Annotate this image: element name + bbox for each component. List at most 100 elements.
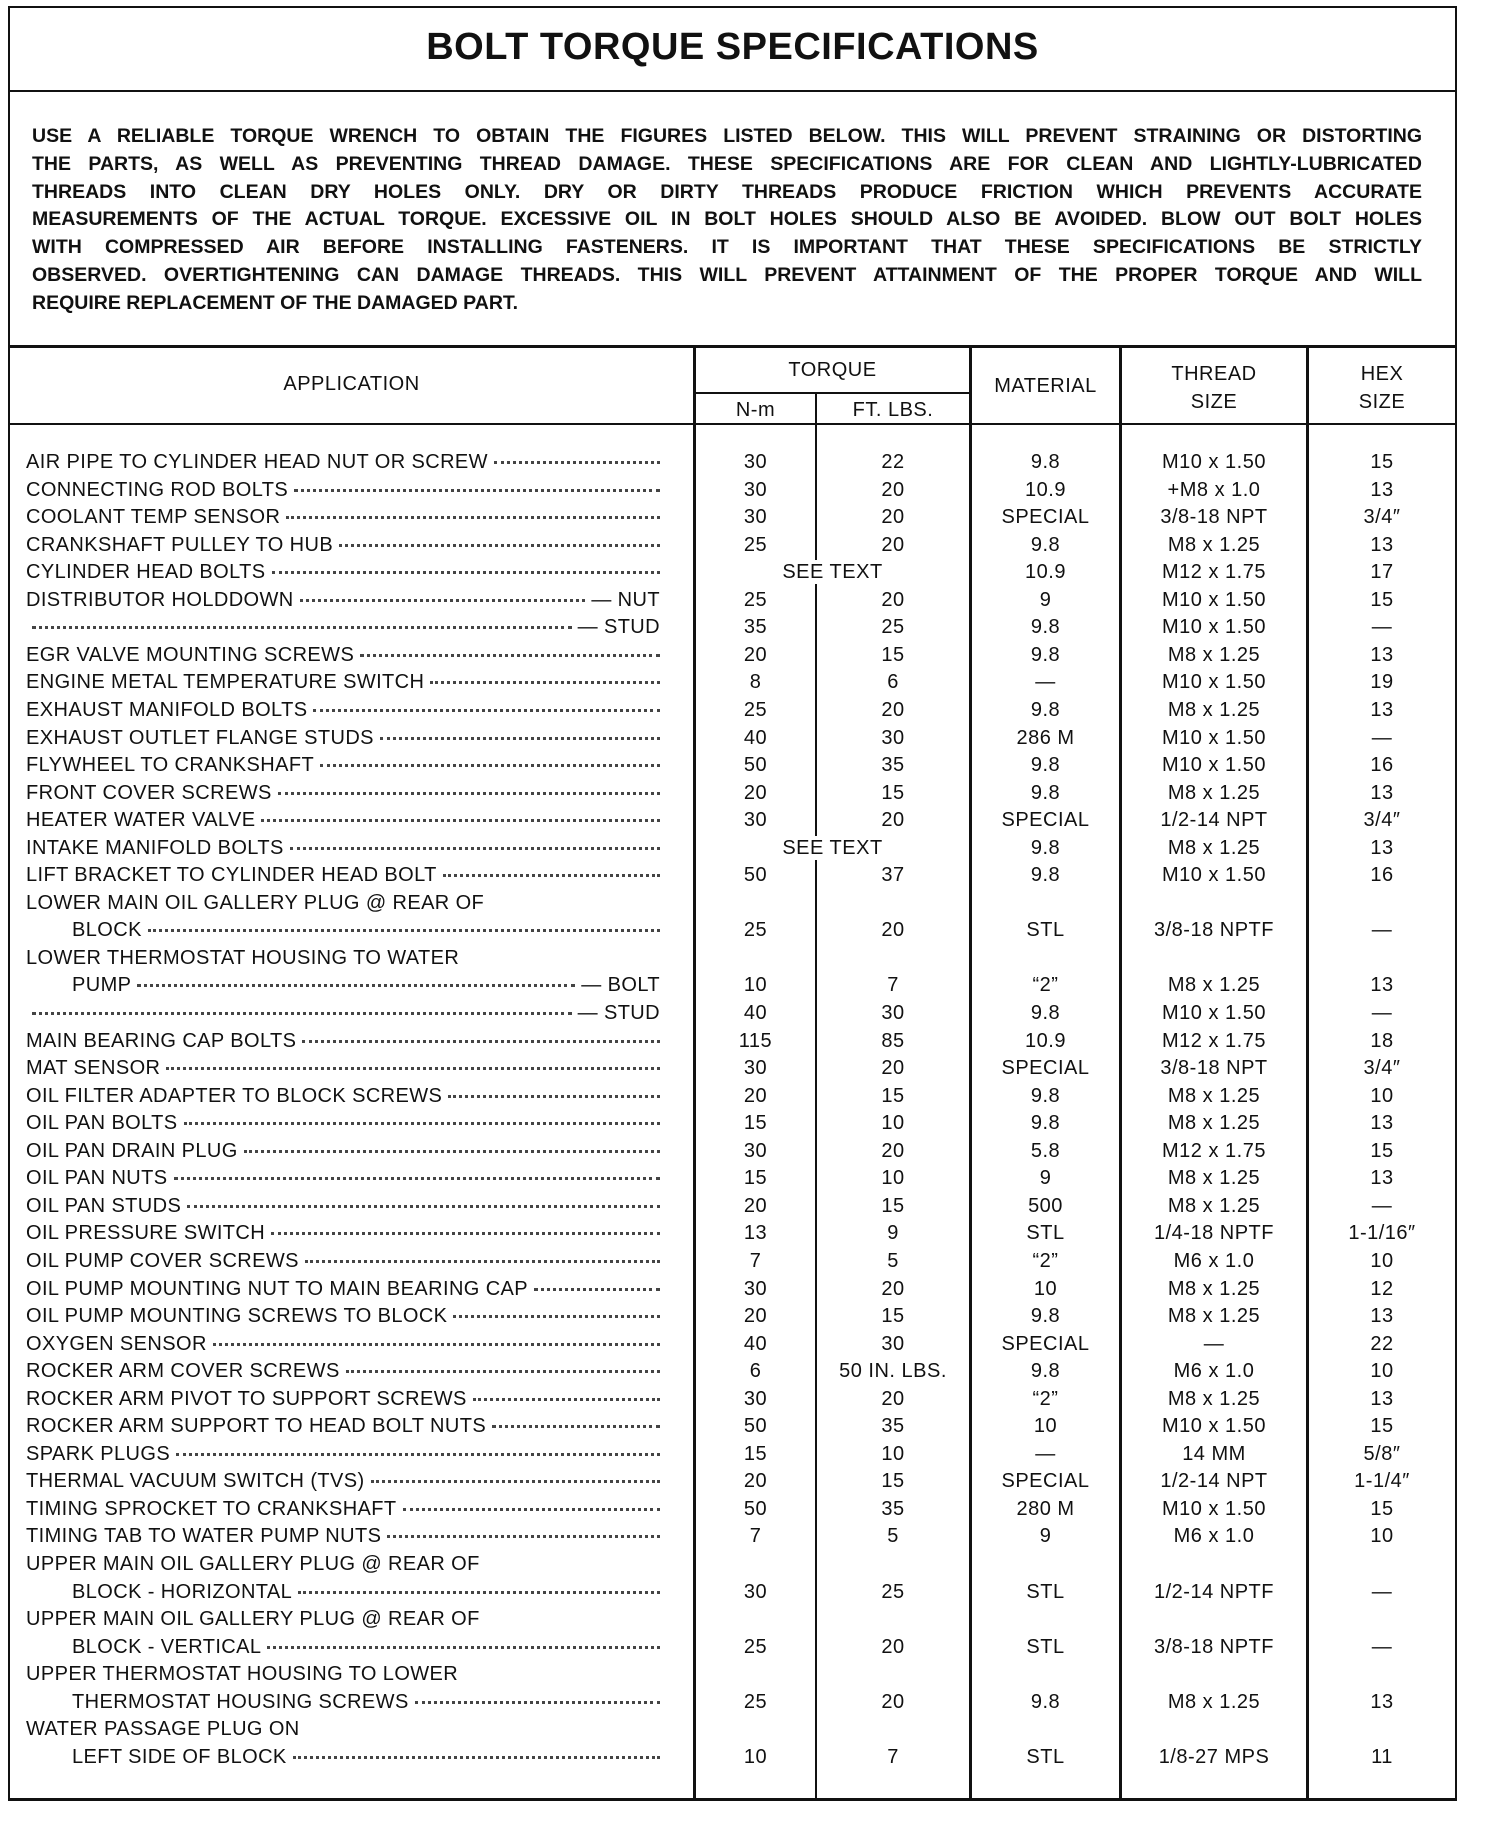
- application: WATER PASSAGE PLUG ON: [26, 1717, 666, 1741]
- nm-cell: 50: [743, 754, 768, 777]
- intro-line: THE PARTS, AS WELL AS PREVENTING THREAD …: [32, 152, 1422, 175]
- application: ROCKER ARM SUPPORT TO HEAD BOLT NUTS: [26, 1414, 666, 1438]
- ft-lbs-cell: 10: [881, 1167, 905, 1190]
- application: OIL PAN DRAIN PLUG: [26, 1139, 666, 1163]
- application: — STUD: [26, 1001, 666, 1025]
- hex-size-cell: 13: [1370, 1387, 1394, 1410]
- material-cell: 9.8: [1030, 1360, 1061, 1383]
- column-header: SIZE: [1358, 391, 1406, 413]
- thread-size-cell: 3/8-18 NPT: [1160, 1057, 1268, 1080]
- thread-size-cell: M12 x 1.75: [1162, 561, 1266, 584]
- leader: [137, 984, 576, 988]
- hex-size-cell: 13: [1370, 781, 1394, 804]
- leader: [271, 1232, 660, 1236]
- ft-lbs-cell: 15: [881, 1194, 905, 1217]
- material-cell: SPECIAL: [1001, 809, 1090, 832]
- nm-cell: 30: [743, 506, 768, 529]
- hex-size-cell: 15: [1370, 1497, 1394, 1520]
- hex-size-cell: 22: [1370, 1332, 1394, 1355]
- hex-size-cell: 16: [1370, 864, 1394, 887]
- application-text: TIMING SPROCKET TO CRANKSHAFT: [26, 1497, 397, 1520]
- application: PUMP — BOLT: [72, 973, 666, 997]
- nm-cell: 20: [743, 1470, 768, 1493]
- application: TIMING SPROCKET TO CRANKSHAFT: [26, 1497, 666, 1521]
- application-text: FLYWHEEL TO CRANKSHAFT: [26, 754, 315, 777]
- torque-cell: SEE TEXT: [696, 560, 969, 585]
- hex-size-cell: 13: [1370, 836, 1394, 859]
- application-text: EXHAUST MANIFOLD BOLTS: [26, 698, 308, 721]
- thread-size-cell: M8 x 1.25: [1167, 836, 1261, 859]
- application: EXHAUST OUTLET FLANGE STUDS: [26, 726, 666, 750]
- material-cell: 9.8: [1030, 864, 1061, 887]
- leader: [402, 1507, 660, 1511]
- column-rule: [1119, 345, 1122, 1800]
- hex-size-cell: 10: [1370, 1084, 1394, 1107]
- leader: [302, 1039, 660, 1043]
- nm-cell: 20: [743, 781, 768, 804]
- thread-size-cell: M8 x 1.25: [1167, 1194, 1261, 1217]
- ft-lbs-cell: 20: [881, 698, 905, 721]
- application: LOWER THERMOSTAT HOUSING TO WATER: [26, 946, 666, 970]
- intro-line: OBSERVED. OVERTIGHTENING CAN DAMAGE THRE…: [32, 264, 1422, 286]
- application-text: ROCKER ARM PIVOT TO SUPPORT SCREWS: [26, 1387, 467, 1410]
- nm-cell: 7: [749, 1249, 762, 1272]
- leader: [166, 1067, 660, 1071]
- leader: [32, 1012, 572, 1015]
- application: LIFT BRACKET TO CYLINDER HEAD BOLT: [26, 863, 666, 887]
- application: — STUD: [26, 615, 666, 639]
- ft-lbs-cell: 35: [881, 1497, 905, 1520]
- hex-size-cell: 13: [1370, 1690, 1394, 1713]
- application: OIL PUMP MOUNTING NUT TO MAIN BEARING CA…: [26, 1277, 666, 1301]
- ft-lbs-cell: 30: [881, 1002, 905, 1024]
- leader: [379, 736, 660, 740]
- thread-size-cell: 1/2-14 NPT: [1160, 1470, 1268, 1493]
- material-cell: 5.8: [1030, 1139, 1061, 1162]
- application-text: LOWER THERMOSTAT HOUSING TO WATER: [26, 946, 460, 969]
- material-cell: 280 M: [1016, 1497, 1075, 1520]
- application: ENGINE METAL TEMPERATURE SWITCH: [26, 670, 666, 694]
- leader: [414, 1700, 660, 1704]
- material-cell: 9.8: [1030, 1002, 1061, 1024]
- nm-cell: 40: [743, 726, 768, 749]
- thread-size-cell: M10 x 1.50: [1162, 588, 1266, 611]
- application: EXHAUST MANIFOLD BOLTS: [26, 698, 666, 722]
- ft-lbs-cell: 20: [881, 588, 905, 611]
- hex-size-cell: 13: [1370, 533, 1394, 556]
- application-text: UPPER THERMOSTAT HOUSING TO LOWER: [26, 1663, 459, 1686]
- application-text: OIL PAN DRAIN PLUG: [26, 1139, 238, 1162]
- hex-size-cell: 11: [1371, 1745, 1393, 1768]
- leader: [304, 1259, 660, 1263]
- column-rule: [969, 345, 972, 1800]
- application-text: UPPER MAIN OIL GALLERY PLUG @ REAR OF: [26, 1608, 480, 1631]
- material-cell: —: [1035, 1442, 1056, 1465]
- hex-size-cell: —: [1371, 616, 1393, 639]
- leader: [534, 1287, 660, 1291]
- hex-size-cell: 3/4″: [1363, 809, 1401, 832]
- ft-lbs-cell: 20: [881, 1387, 905, 1410]
- thread-size-cell: M8 x 1.25: [1167, 1690, 1261, 1713]
- application: HEATER WATER VALVE: [26, 808, 666, 832]
- application: UPPER MAIN OIL GALLERY PLUG @ REAR OF: [26, 1552, 666, 1576]
- nm-cell: 30: [743, 451, 768, 473]
- nm-cell: 13: [743, 1222, 768, 1245]
- ft-lbs-cell: 9: [887, 1222, 899, 1245]
- application: CRANKSHAFT PULLEY TO HUB: [26, 533, 666, 557]
- application: FLYWHEEL TO CRANKSHAFT: [26, 753, 666, 777]
- ft-lbs-cell: 25: [881, 616, 905, 639]
- application-text: LIFT BRACKET TO CYLINDER HEAD BOLT: [26, 864, 437, 887]
- hex-size-cell: —: [1371, 726, 1393, 749]
- material-cell: STL: [1026, 919, 1065, 942]
- thread-size-cell: M8 x 1.25: [1167, 781, 1261, 804]
- application-text: EXHAUST OUTLET FLANGE STUDS: [26, 726, 374, 749]
- thread-size-cell: M6 x 1.0: [1173, 1525, 1255, 1548]
- material-cell: 9.8: [1030, 781, 1061, 804]
- application: EGR VALVE MOUNTING SCREWS: [26, 643, 666, 667]
- application: BLOCK: [72, 918, 666, 942]
- application-text: ROCKER ARM SUPPORT TO HEAD BOLT NUTS: [26, 1415, 487, 1438]
- material-cell: 10: [1033, 1277, 1058, 1300]
- application: BLOCK - HORIZONTAL: [72, 1580, 666, 1604]
- thread-size-cell: 3/8-18 NPTF: [1154, 1635, 1274, 1658]
- ft-lbs-cell: 20: [881, 506, 905, 529]
- application-text: OIL PAN STUDS: [26, 1194, 182, 1217]
- application: OXYGEN SENSOR: [26, 1332, 666, 1356]
